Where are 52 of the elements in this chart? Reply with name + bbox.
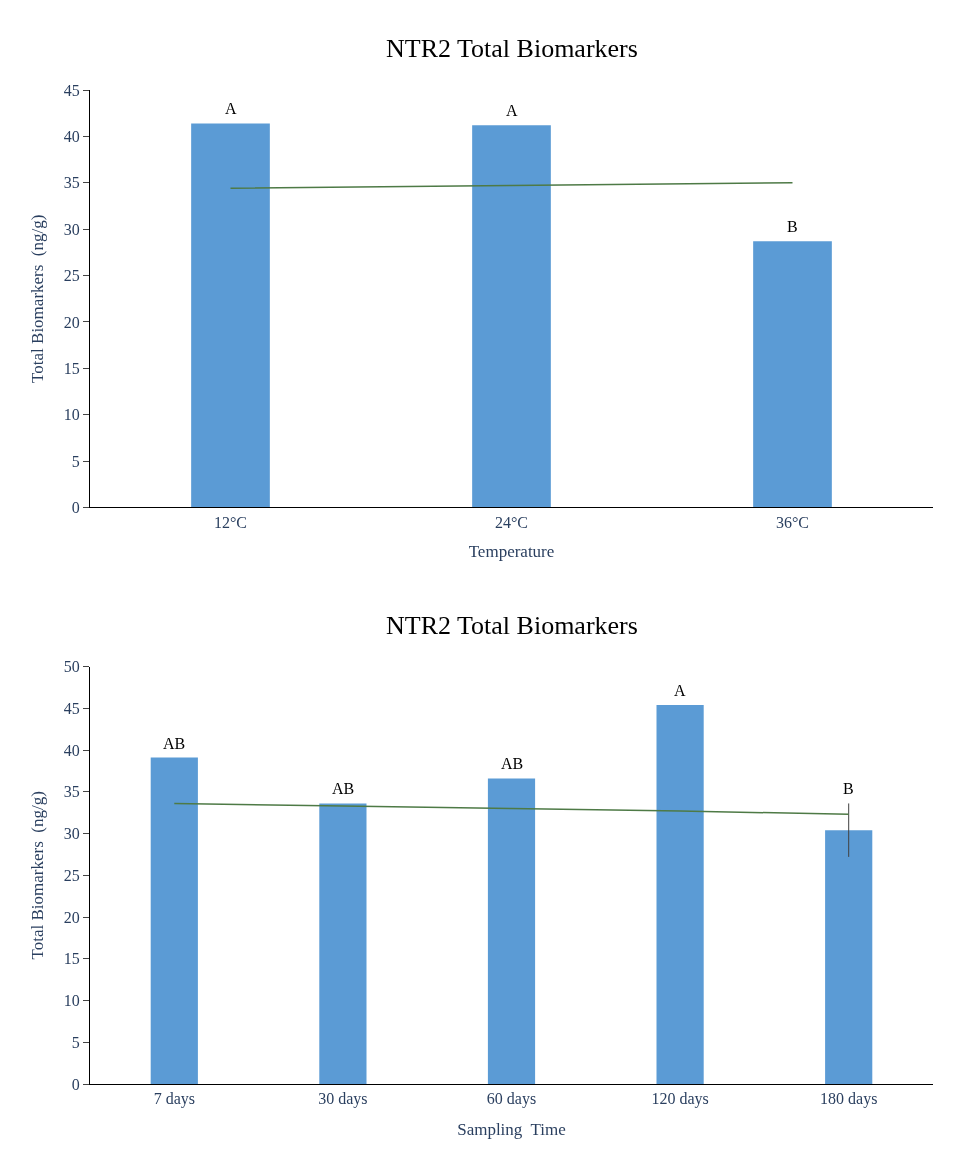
y-tick-label: 0 bbox=[71, 1075, 80, 1093]
y-axis-title: Total Biomarkers (ng/g) bbox=[28, 214, 48, 383]
data-label: A bbox=[506, 102, 518, 119]
bar bbox=[753, 241, 832, 508]
bar bbox=[487, 778, 536, 1084]
x-tick-label: 24°C bbox=[494, 513, 529, 531]
data-label: B bbox=[787, 218, 798, 235]
y-tick-label: 0 bbox=[71, 499, 80, 517]
bar bbox=[825, 830, 873, 1084]
y-tick-label: 30 bbox=[63, 825, 80, 843]
x-tick-label: 180 days bbox=[820, 1090, 878, 1109]
bar bbox=[150, 757, 198, 1084]
x-axis-title: Sampling Time bbox=[457, 1119, 566, 1139]
y-tick-label: 40 bbox=[63, 127, 80, 145]
y-tick-label: 10 bbox=[63, 992, 80, 1010]
y-tick-label: 20 bbox=[63, 313, 80, 331]
y-axis-title: Total Biomarkers (ng/g) bbox=[28, 791, 48, 960]
x-tick-label: 12°C bbox=[213, 513, 248, 531]
y-tick-label: 5 bbox=[71, 1033, 80, 1051]
bar bbox=[656, 704, 704, 1084]
y-tick-label: 10 bbox=[63, 406, 80, 424]
y-tick-label: 30 bbox=[63, 220, 80, 238]
x-tick-label: 36°C bbox=[775, 513, 810, 531]
x-tick-label: 30 days bbox=[318, 1090, 368, 1109]
y-tick-label: 25 bbox=[63, 866, 80, 884]
y-tick-label: 20 bbox=[63, 908, 80, 926]
y-tick-label: 35 bbox=[63, 174, 80, 192]
y-tick-label: 45 bbox=[63, 81, 80, 99]
data-label: A bbox=[225, 100, 237, 117]
data-label: B bbox=[843, 780, 854, 797]
line-series bbox=[173, 802, 850, 816]
data-label: AB bbox=[332, 780, 355, 797]
bar bbox=[472, 125, 551, 508]
x-tick-label: 7 days bbox=[153, 1090, 195, 1109]
bar bbox=[191, 123, 270, 508]
data-label: AB bbox=[501, 755, 524, 772]
y-tick-label: 40 bbox=[63, 741, 80, 759]
y-tick-label: 15 bbox=[63, 950, 80, 968]
y-tick-label: 5 bbox=[71, 452, 80, 470]
chart-title: NTR2 Total Biomarkers bbox=[386, 611, 638, 640]
x-axis-title: Temperature bbox=[468, 542, 555, 562]
x-tick-label: 60 days bbox=[486, 1090, 537, 1109]
bar bbox=[319, 803, 367, 1084]
chart-title: NTR2 Total Biomarkers bbox=[386, 34, 638, 63]
x-tick-label: 120 days bbox=[651, 1090, 709, 1109]
data-label: AB bbox=[163, 735, 186, 752]
data-label: A bbox=[674, 682, 686, 699]
y-tick-label: 50 bbox=[63, 658, 80, 676]
y-tick-label: 45 bbox=[63, 699, 80, 717]
y-tick-label: 15 bbox=[63, 359, 80, 377]
y-tick-label: 25 bbox=[63, 267, 80, 285]
y-tick-label: 35 bbox=[63, 783, 80, 801]
